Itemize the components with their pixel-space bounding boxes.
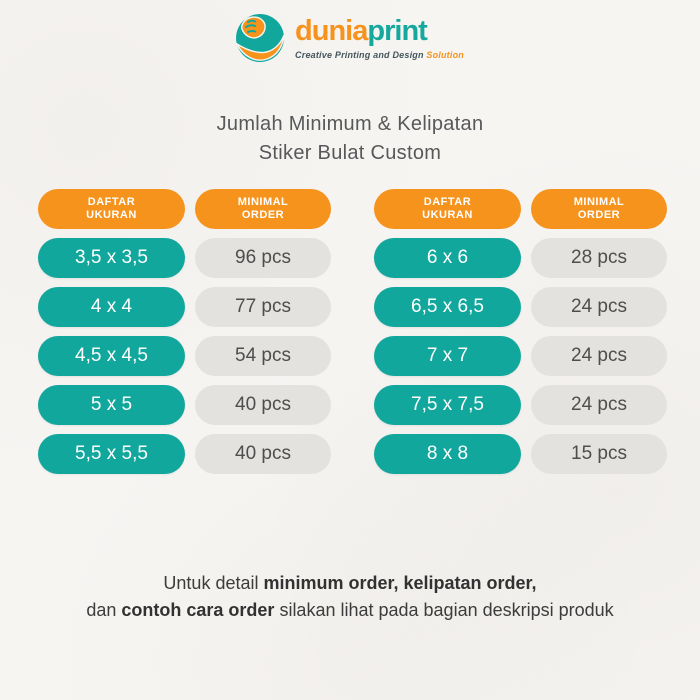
size-cell: 5 x 5	[38, 385, 185, 425]
order-cell: 40 pcs	[195, 385, 331, 425]
order-cell: 54 pcs	[195, 336, 331, 376]
brand-print: print	[367, 14, 427, 47]
size-cell: 7 x 7	[374, 336, 521, 376]
size-cell: 8 x 8	[374, 434, 521, 474]
size-cell: 4 x 4	[38, 287, 185, 327]
size-cell: 4,5 x 4,5	[38, 336, 185, 376]
brand-tagline: Creative Printing and Design Solution	[295, 49, 464, 60]
duniaprint-globe-swoosh-icon	[236, 13, 286, 63]
order-cell: 96 pcs	[195, 238, 331, 278]
order-cell: 24 pcs	[531, 287, 667, 327]
size-table-right: DAFTAR UKURAN MINIMAL ORDER 6 x 6 28 pcs…	[374, 189, 667, 474]
page-title-line2: Stiker Bulat Custom	[258, 142, 442, 164]
footer-bold-2: contoh cara order	[121, 600, 275, 620]
order-cell: 15 pcs	[531, 434, 667, 474]
size-table-left: DAFTAR UKURAN MINIMAL ORDER 3,5 x 3,5 96…	[38, 189, 331, 474]
order-cell: 24 pcs	[531, 336, 667, 376]
header-daftar-ukuran: DAFTAR UKURAN	[38, 189, 185, 229]
size-cell: 5,5 x 5,5	[38, 434, 185, 474]
page-title-line1: Jumlah Minimum & Kelipatan	[216, 113, 484, 135]
order-cell: 28 pcs	[531, 238, 667, 278]
footer-line2: dan contoh cara order silakan lihat pada…	[86, 600, 614, 620]
brand-dunia: dunia	[295, 14, 368, 47]
size-cell: 6,5 x 6,5	[374, 287, 521, 327]
logo-text: duniaprint Creative Printing and Design …	[295, 14, 464, 60]
page-title: Jumlah Minimum & Kelipatan Stiker Bulat …	[0, 110, 700, 168]
size-cell: 7,5 x 7,5	[374, 385, 521, 425]
duniaprint-logo: duniaprint Creative Printing and Design …	[236, 13, 464, 63]
header-minimal-order: MINIMAL ORDER	[195, 189, 331, 229]
size-cell: 3,5 x 3,5	[38, 238, 185, 278]
footer-note: Untuk detail minimum order, kelipatan or…	[0, 570, 700, 624]
footer-bold-1: minimum order, kelipatan order,	[263, 573, 537, 593]
size-order-tables: DAFTAR UKURAN MINIMAL ORDER 3,5 x 3,5 96…	[38, 189, 667, 474]
order-cell: 40 pcs	[195, 434, 331, 474]
brand-wordmark: duniaprint	[295, 14, 464, 47]
tagline-accent: Solution	[426, 49, 464, 60]
header-minimal-order: MINIMAL ORDER	[531, 189, 667, 229]
order-cell: 77 pcs	[195, 287, 331, 327]
order-cell: 24 pcs	[531, 385, 667, 425]
size-cell: 6 x 6	[374, 238, 521, 278]
header-daftar-ukuran: DAFTAR UKURAN	[374, 189, 521, 229]
footer-line1: Untuk detail minimum order, kelipatan or…	[163, 573, 537, 593]
